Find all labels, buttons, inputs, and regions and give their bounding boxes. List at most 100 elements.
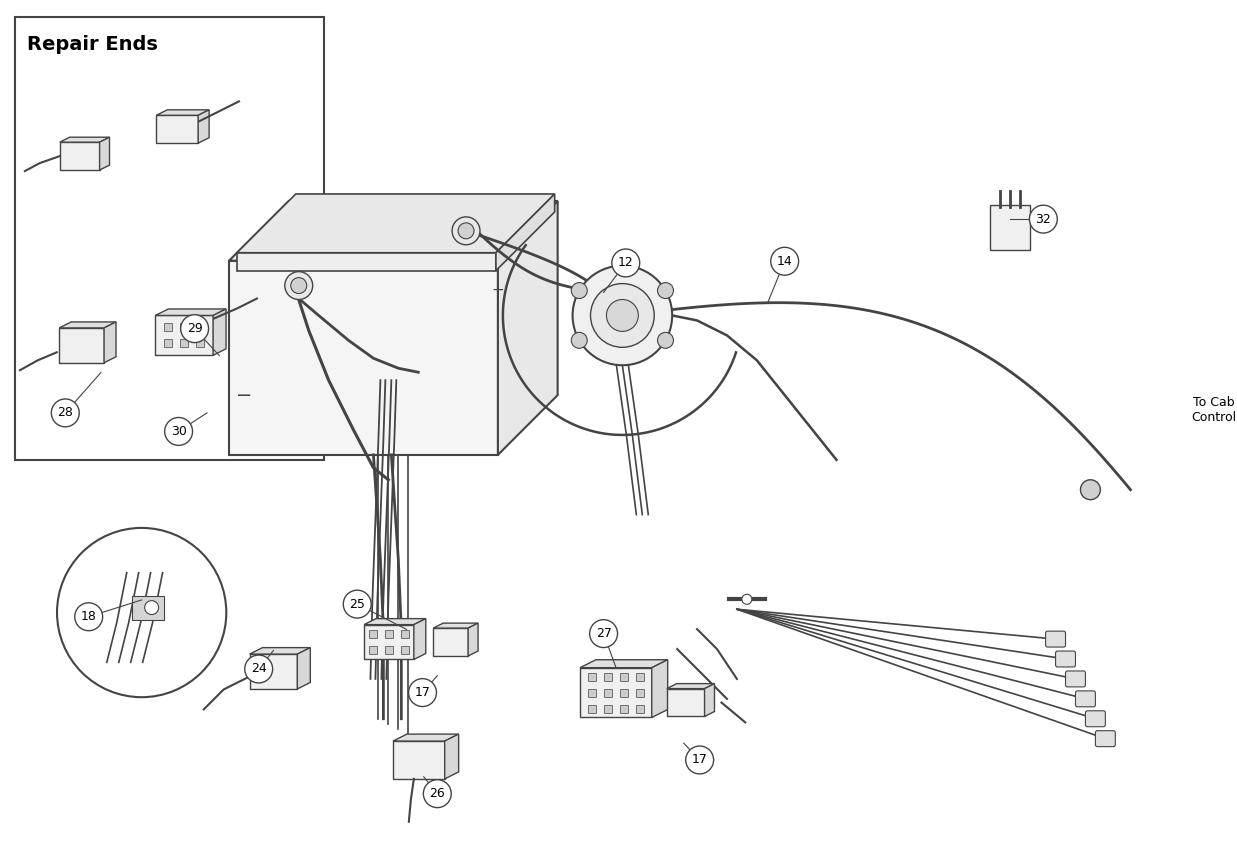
FancyBboxPatch shape <box>1065 671 1085 687</box>
Polygon shape <box>580 660 668 667</box>
Text: 14: 14 <box>777 255 793 267</box>
Circle shape <box>1029 206 1058 233</box>
Circle shape <box>590 619 617 647</box>
Text: 32: 32 <box>1035 212 1051 226</box>
Circle shape <box>344 591 371 618</box>
Circle shape <box>181 315 209 343</box>
Circle shape <box>145 601 158 614</box>
Bar <box>620 673 628 681</box>
Polygon shape <box>229 201 558 261</box>
Bar <box>369 646 377 654</box>
Circle shape <box>165 417 193 445</box>
Polygon shape <box>652 660 668 717</box>
Polygon shape <box>59 328 104 363</box>
Polygon shape <box>238 194 554 253</box>
Text: 24: 24 <box>251 662 266 675</box>
Polygon shape <box>213 309 226 355</box>
Polygon shape <box>250 648 310 654</box>
Polygon shape <box>393 741 445 779</box>
Bar <box>636 705 643 712</box>
Bar <box>165 323 172 332</box>
Text: Repair Ends: Repair Ends <box>27 35 158 53</box>
Circle shape <box>285 272 313 299</box>
Bar <box>181 323 188 332</box>
Text: 25: 25 <box>349 597 365 611</box>
Polygon shape <box>667 684 715 689</box>
Circle shape <box>452 217 480 244</box>
Polygon shape <box>414 618 426 660</box>
Polygon shape <box>59 142 100 170</box>
Polygon shape <box>198 110 209 143</box>
Text: +: + <box>491 283 505 298</box>
Polygon shape <box>104 322 116 363</box>
Circle shape <box>408 678 437 706</box>
Circle shape <box>742 594 752 604</box>
Polygon shape <box>297 648 310 689</box>
Text: 26: 26 <box>429 787 445 800</box>
Text: 28: 28 <box>57 406 73 420</box>
FancyBboxPatch shape <box>1055 651 1075 667</box>
Polygon shape <box>667 689 705 717</box>
Text: −: − <box>236 386 252 404</box>
Polygon shape <box>433 628 468 656</box>
Polygon shape <box>156 110 209 115</box>
Circle shape <box>658 283 673 299</box>
Polygon shape <box>238 253 496 271</box>
Polygon shape <box>445 734 459 779</box>
Polygon shape <box>393 734 459 741</box>
Bar <box>588 689 596 696</box>
FancyBboxPatch shape <box>990 205 1030 250</box>
Bar <box>636 673 643 681</box>
Bar <box>385 646 393 654</box>
Circle shape <box>771 247 799 275</box>
Circle shape <box>590 283 654 348</box>
Polygon shape <box>59 322 116 328</box>
Bar <box>165 339 172 348</box>
Circle shape <box>571 332 588 349</box>
Polygon shape <box>468 624 477 656</box>
Text: 18: 18 <box>80 610 96 624</box>
Circle shape <box>245 655 272 683</box>
Circle shape <box>573 266 672 365</box>
Polygon shape <box>705 684 715 717</box>
Bar <box>604 705 612 712</box>
Polygon shape <box>580 667 652 717</box>
Bar <box>197 339 204 348</box>
Bar <box>620 689 628 696</box>
FancyBboxPatch shape <box>1075 691 1096 706</box>
Circle shape <box>685 746 714 774</box>
FancyBboxPatch shape <box>1085 711 1106 727</box>
Circle shape <box>1080 480 1101 500</box>
Circle shape <box>571 283 588 299</box>
Bar <box>181 339 188 348</box>
Circle shape <box>57 528 226 697</box>
Polygon shape <box>364 624 414 660</box>
Circle shape <box>423 780 452 808</box>
FancyBboxPatch shape <box>1096 731 1116 747</box>
Circle shape <box>658 332 673 349</box>
Polygon shape <box>156 115 198 143</box>
Bar <box>588 673 596 681</box>
Text: 12: 12 <box>618 256 633 269</box>
Bar <box>588 705 596 712</box>
Bar <box>620 705 628 712</box>
Bar <box>15 17 324 460</box>
Bar <box>385 630 393 638</box>
Text: 17: 17 <box>691 754 708 766</box>
Bar <box>369 630 377 638</box>
Circle shape <box>291 277 307 294</box>
Text: To Cab
Control: To Cab Control <box>1191 397 1236 425</box>
Polygon shape <box>156 316 213 355</box>
Bar <box>604 673 612 681</box>
Bar <box>636 689 643 696</box>
Circle shape <box>612 249 640 277</box>
Text: 17: 17 <box>414 686 430 699</box>
Circle shape <box>606 299 638 332</box>
Bar <box>604 689 612 696</box>
Polygon shape <box>364 618 426 624</box>
Polygon shape <box>156 309 226 316</box>
FancyBboxPatch shape <box>131 596 163 619</box>
Polygon shape <box>250 654 297 689</box>
Polygon shape <box>499 201 558 455</box>
Polygon shape <box>229 261 499 455</box>
